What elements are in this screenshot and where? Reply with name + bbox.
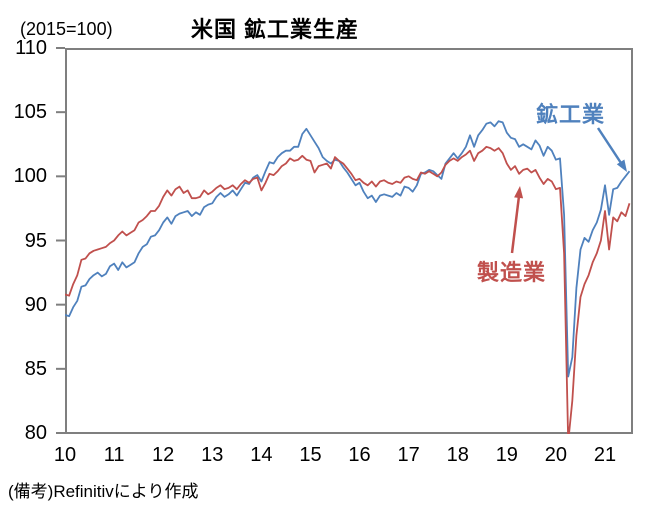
y-tick-label: 95 (24, 229, 47, 252)
x-tick-label: 15 (299, 444, 322, 466)
y-tick-label: 90 (24, 293, 47, 316)
y-tick-label: 100 (13, 165, 47, 188)
x-tick-label: 21 (593, 444, 617, 466)
axis-unit-note: (2015=100) (20, 19, 113, 39)
series-label-manufacturing: 製造業 (477, 260, 547, 285)
x-tick-label: 16 (348, 444, 371, 466)
series-line-industry (65, 120, 631, 378)
x-tick-label: 17 (397, 444, 420, 466)
series-line-manufacturing (65, 145, 631, 434)
y-tick-label: 110 (15, 37, 47, 59)
chart-title: 米国 鉱工業生産 (190, 17, 360, 42)
manufacturing-arrow (510, 186, 524, 254)
y-tick-label: 80 (24, 422, 47, 444)
source-note: (備考)Refinitivにより作成 (8, 482, 199, 501)
x-tick-label: 18 (446, 444, 469, 466)
x-tick-label: 14 (250, 444, 273, 466)
x-tick-label: 13 (201, 444, 224, 466)
x-tick-label: 20 (544, 444, 568, 466)
industry-arrow (596, 127, 627, 172)
series-label-industry: 鉱工業 (536, 102, 606, 127)
y-tick-label: 85 (24, 357, 47, 380)
x-tick-label: 19 (495, 444, 518, 466)
x-tick-label: 11 (103, 444, 125, 466)
x-tick-label: 10 (53, 444, 77, 466)
y-tick-label: 105 (13, 101, 47, 124)
plot-border (65, 48, 633, 434)
x-tick-label: 12 (152, 444, 175, 466)
